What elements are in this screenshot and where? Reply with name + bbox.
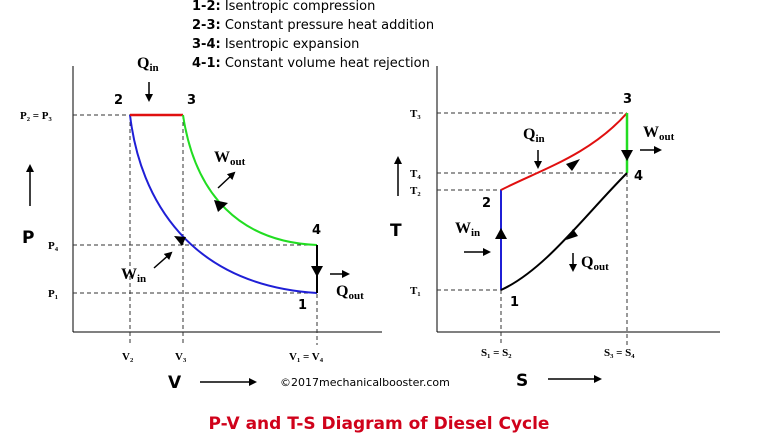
ts-y-axis-label: T: [390, 221, 402, 241]
pv-qout-label: Qout: [336, 283, 364, 302]
pv-point-2: 2: [114, 93, 123, 108]
copyright-text: ©2017mechanicalbooster.com: [280, 376, 450, 389]
ts-label-t2: T₂: [410, 185, 421, 197]
pv-rejection-direction-arrow: [311, 266, 323, 277]
legend-line-3: 3-4: Isentropic expansion: [192, 37, 359, 52]
ts-label-t1: T₁: [410, 285, 421, 297]
ts-expansion-direction-arrow: [621, 150, 633, 161]
pv-win-arrow: [153, 251, 173, 269]
pv-point-3: 3: [187, 93, 196, 108]
pv-label-v14: V₁ = V₄: [289, 351, 324, 363]
ts-label-s12: S₁ = S₂: [481, 347, 512, 359]
pv-label-p4: P₄: [48, 240, 59, 252]
ts-wout-label: Wout: [643, 124, 675, 143]
pv-diagram: 2 3 4 1 Qin Qout Wout Win P₂ = P₃ P₄ P₁ …: [20, 55, 382, 393]
pv-label-p23: P₂ = P₃: [20, 110, 53, 122]
pv-wout-arrow: [217, 171, 236, 189]
pv-compression-direction-arrow: [174, 236, 186, 246]
legend-line-2: 2-3: Constant pressure heat addition: [192, 18, 434, 33]
ts-point-4: 4: [634, 169, 643, 184]
process-legend: 1-2: Isentropic compression 2-3: Constan…: [192, 0, 434, 71]
ts-point-3: 3: [623, 92, 632, 107]
pv-y-axis-label: P: [22, 228, 34, 248]
pv-wout-label: Wout: [214, 149, 246, 168]
legend-line-4: 4-1: Constant volume heat rejection: [192, 56, 430, 71]
ts-curve-heat-addition: [500, 112, 628, 191]
pv-win-label: Win: [121, 266, 146, 285]
pv-label-v3: V₃: [175, 351, 187, 363]
ts-label-t4: T₄: [410, 168, 421, 180]
ts-x-axis-label: S: [516, 371, 528, 391]
pv-qin-label: Qin: [137, 55, 159, 74]
ts-label-s34: S₃ = S₄: [604, 347, 635, 359]
pv-curve-compression: [129, 114, 318, 294]
pv-x-axis-label: V: [168, 373, 182, 393]
ts-qout-label: Qout: [581, 254, 609, 273]
pv-curve-expansion: [182, 114, 318, 246]
ts-win-label: Win: [455, 220, 480, 239]
legend-line-1: 1-2: Isentropic compression: [192, 0, 375, 14]
pv-expansion-direction-arrow: [214, 200, 228, 212]
ts-rejection-direction-arrow: [566, 229, 578, 240]
pv-point-4: 4: [312, 223, 321, 238]
ts-compression-direction-arrow: [495, 228, 507, 239]
pv-label-v2: V₂: [122, 351, 134, 363]
ts-heat-addition-direction-arrow: [566, 159, 580, 171]
pv-point-1: 1: [298, 298, 307, 313]
ts-point-2: 2: [482, 196, 491, 211]
ts-qin-label: Qin: [523, 126, 545, 145]
pv-label-p1: P₁: [48, 288, 58, 300]
ts-curve-heat-rejection: [500, 172, 628, 291]
ts-point-1: 1: [510, 295, 519, 310]
ts-diagram: 2 3 4 1 Qin Qout Wout Win T₃ T₄ T₂ T₁ S₁…: [390, 66, 720, 391]
diagram-title: P-V and T-S Diagram of Diesel Cycle: [209, 414, 550, 434]
ts-label-t3: T₃: [410, 108, 421, 120]
